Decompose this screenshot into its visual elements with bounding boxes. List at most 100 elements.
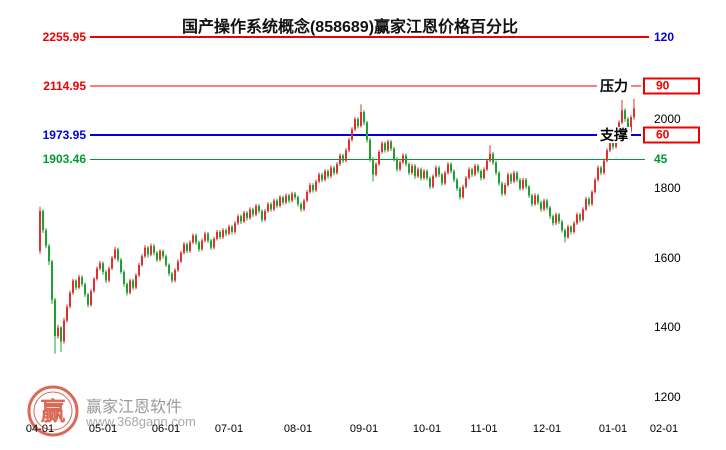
candle [519,178,521,191]
candle [93,277,95,293]
candle [432,174,434,189]
candle [309,182,311,194]
watermark-url: www.368gann.com [86,414,196,429]
candle [375,162,377,177]
candle [324,169,326,182]
candle [336,162,338,175]
support-annotation-text: 支撑 [597,126,631,143]
candle [108,266,110,283]
candle [234,221,236,234]
candle [537,193,539,205]
candle [147,245,149,258]
watermark-logo: 赢 [27,385,79,437]
candle [366,120,368,143]
candle [294,191,296,200]
candle [561,219,563,233]
candle [339,153,341,166]
candle [195,233,197,245]
candle [459,186,461,200]
candle [480,169,482,181]
candle [279,195,281,208]
candle [489,145,491,163]
candle [135,273,137,290]
candle [360,104,362,128]
x-axis-tick: 01-01 [598,423,628,435]
candle [621,99,623,125]
candle [180,250,182,264]
candle [261,209,263,223]
candle [189,240,191,253]
candle [318,172,320,184]
candle [75,279,77,290]
candle [171,271,173,284]
candle [492,151,494,165]
candle [177,259,179,272]
candle [603,158,605,175]
candle [150,243,152,257]
candle [99,260,101,271]
candle [357,117,359,129]
gann-pct-box-90-value: 90 [656,78,670,93]
candle [486,158,488,172]
resistance-annotation: 压力 [0,76,631,96]
candle [600,165,602,176]
candle [186,242,188,254]
x-axis-tick: 09-01 [349,423,379,435]
candle [48,244,50,265]
candle [399,160,401,172]
candle [240,214,242,224]
candle [90,289,92,307]
candle [504,182,506,196]
candle [174,268,176,283]
candle [207,231,209,244]
candle [39,206,41,254]
candle [321,172,323,183]
candle [153,244,155,256]
candle [300,202,302,212]
candle [246,211,248,221]
candle [528,185,530,198]
candle [282,195,284,205]
candle [501,181,503,197]
candle [417,167,419,179]
candle [327,169,329,179]
candle [426,169,428,181]
candle [198,240,200,252]
candle [534,193,536,206]
candle [270,202,272,212]
price-level-label-1973: 1973.95 [42,127,86,142]
candle [264,208,266,222]
candle [429,176,431,190]
resistance-annotation-text: 压力 [597,77,631,94]
candle [435,165,437,179]
candle [381,141,383,154]
candle [507,172,509,187]
candle [576,212,578,225]
candle [540,200,542,212]
candle [624,108,626,122]
candle [303,198,305,212]
candle [69,290,71,309]
candle [210,238,212,251]
candle [111,255,113,271]
candle [225,228,227,237]
candle [219,230,221,240]
candle [231,224,233,235]
candle [162,249,164,259]
candle [477,164,479,174]
y-axis-tick: 1200 [654,390,681,404]
candle [237,214,239,225]
candle [447,162,449,175]
candle [405,153,407,167]
candle [297,195,299,207]
candle [591,189,593,206]
x-axis-tick: 05-01 [88,423,118,435]
y-axis-tick: 1400 [654,320,681,335]
candle [42,209,44,233]
candle [441,172,443,186]
candle [351,127,353,142]
candle [60,326,62,352]
candle [312,183,314,193]
candle [228,224,230,236]
